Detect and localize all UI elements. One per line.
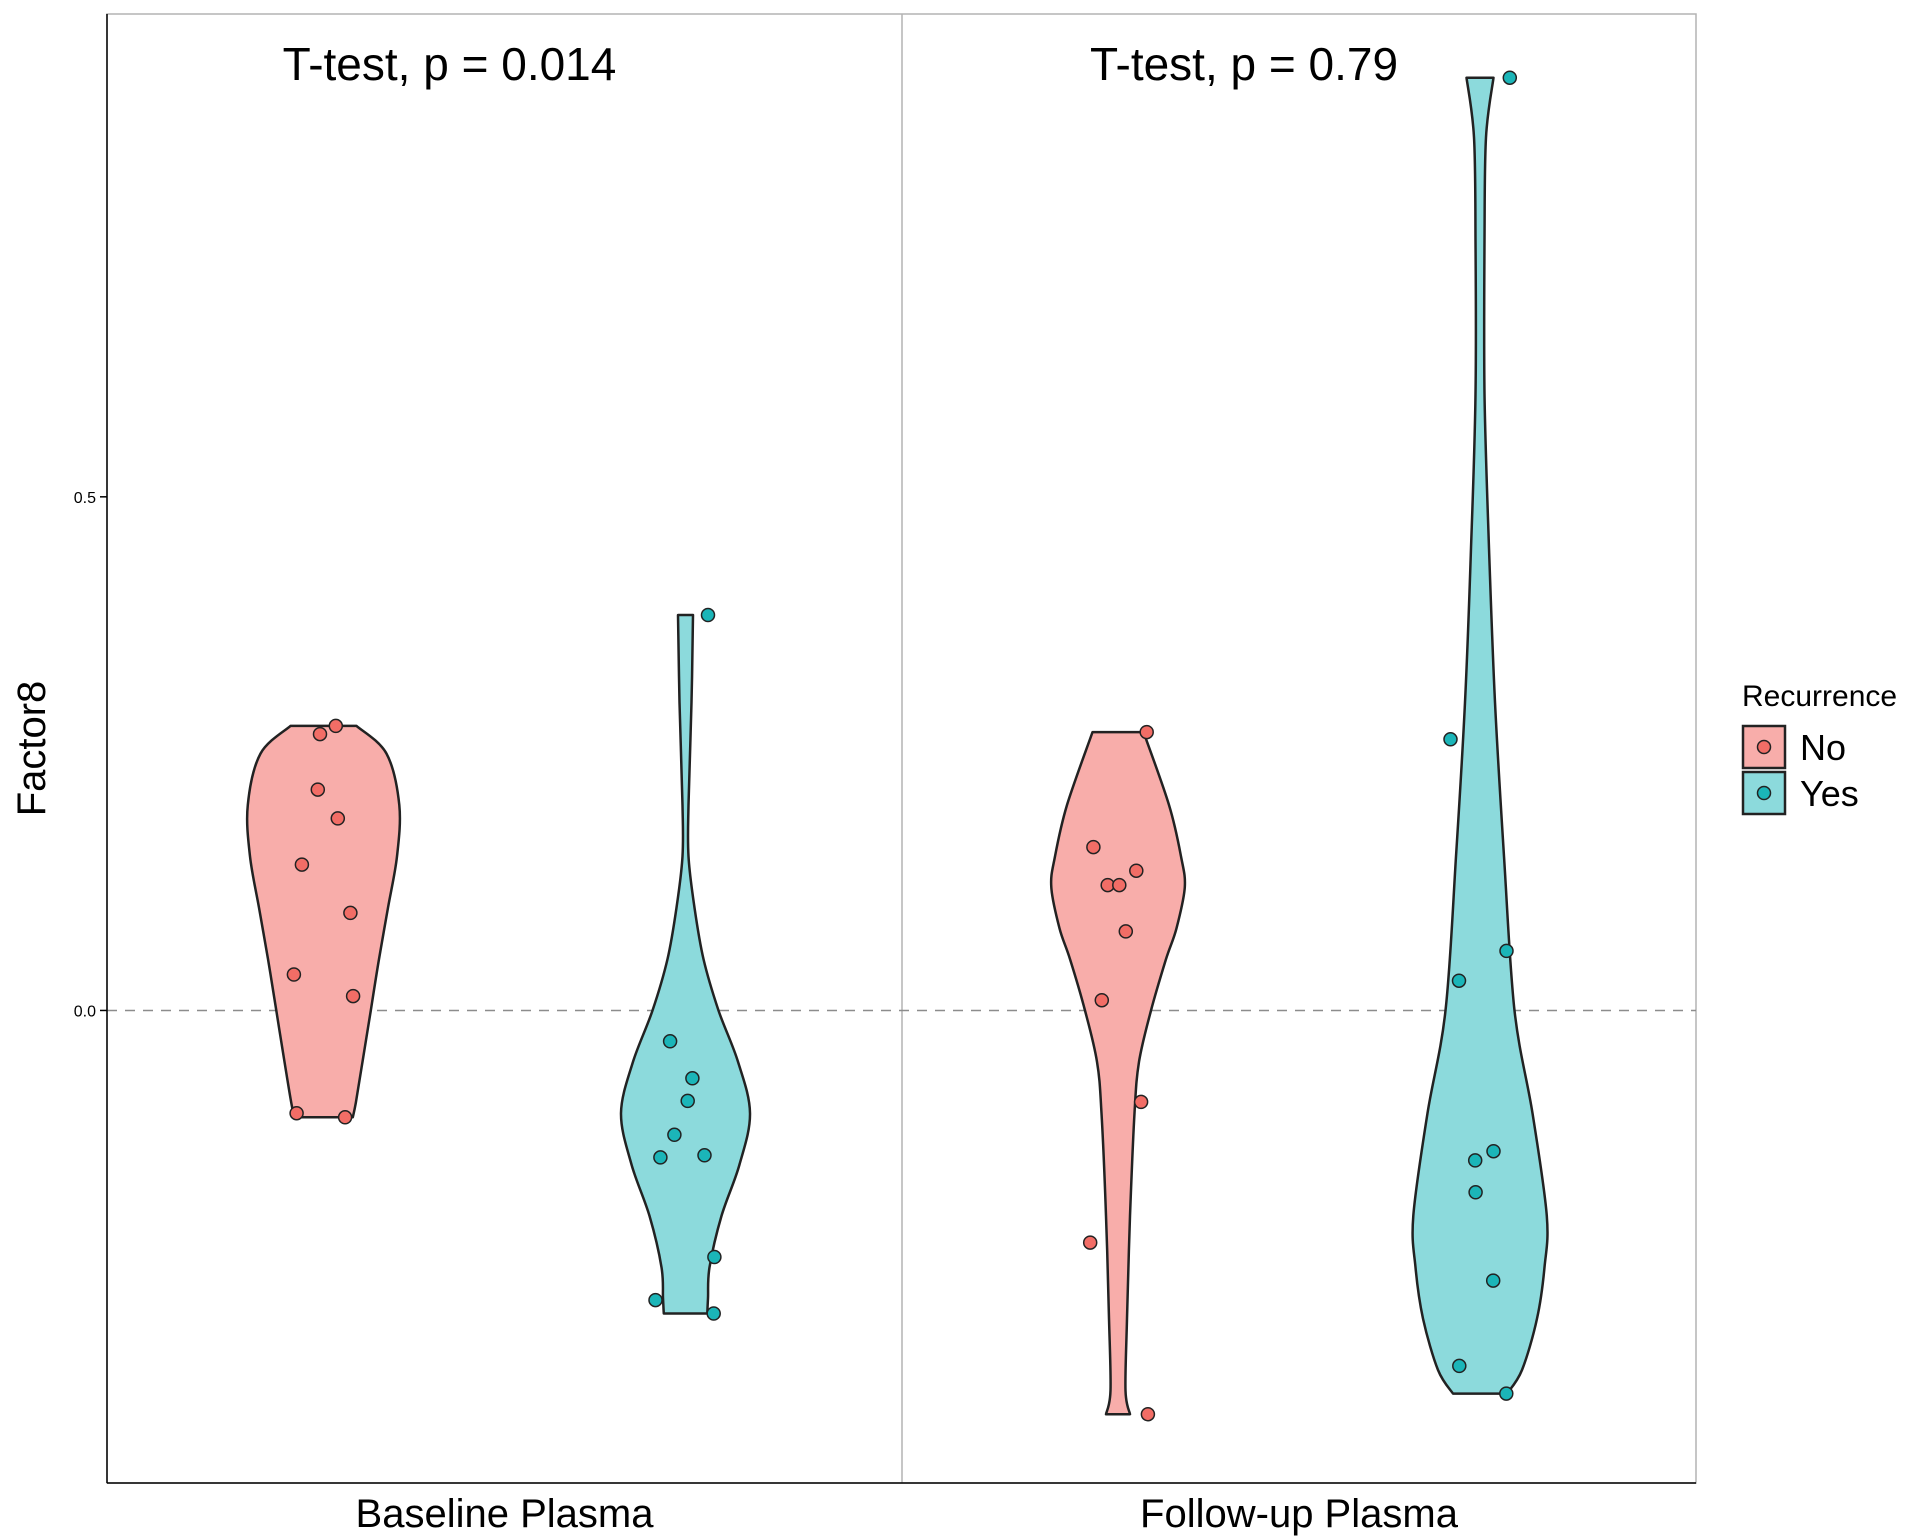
data-point-yes (662, 1034, 678, 1049)
data-point-no (1086, 839, 1101, 855)
data-point-yes (1468, 1185, 1483, 1200)
violin-no-baseline (245, 724, 402, 1119)
x-category-label: Baseline Plasma (356, 1492, 655, 1536)
data-points (286, 70, 1518, 1422)
legend: Recurrence No Yes (1741, 680, 1897, 816)
data-point-no (1112, 877, 1127, 893)
data-point-no (343, 905, 358, 921)
data-point-yes (648, 1292, 663, 1308)
data-point-no (330, 811, 346, 826)
y-axis-title: Factor8 (10, 681, 54, 817)
data-point-no (1094, 992, 1110, 1008)
data-point-no (328, 718, 344, 734)
data-point-yes (1467, 1153, 1483, 1168)
data-point-no (1133, 1094, 1149, 1110)
data-point-yes (667, 1127, 682, 1143)
data-point-yes (697, 1148, 712, 1163)
y-tick-label: 0.5 (74, 490, 96, 507)
ttest-annotation: T-test, p = 0.014 (283, 38, 617, 90)
data-point-yes (680, 1093, 695, 1109)
y-tick-label: 0.0 (74, 1003, 96, 1020)
data-point-yes (1451, 973, 1467, 988)
data-point-no (312, 726, 328, 742)
data-point-yes (1499, 943, 1514, 959)
data-point-yes (1499, 1386, 1514, 1401)
data-point-yes (1452, 1358, 1467, 1374)
data-point-no (289, 1105, 304, 1121)
violin-no-followup (1049, 730, 1187, 1416)
data-point-yes (685, 1071, 700, 1086)
data-point-no (345, 988, 361, 1004)
data-point-yes (700, 607, 716, 623)
data-point-yes (1502, 70, 1518, 85)
data-point-no (337, 1110, 353, 1125)
legend-key-yes (1741, 770, 1787, 816)
ttest-annotation: T-test, p = 0.79 (1090, 38, 1398, 90)
data-point-no (310, 782, 326, 797)
data-point-no (1118, 924, 1134, 939)
data-point-no (1129, 863, 1144, 878)
legend-title: Recurrence (1742, 680, 1897, 713)
data-point-yes (1486, 1143, 1501, 1159)
data-point-yes (653, 1150, 668, 1165)
legend-point-yes (1756, 785, 1772, 801)
legend-label-no: No (1800, 727, 1846, 768)
x-axis: Baseline Plasma Follow-up Plasma (107, 1482, 1696, 1536)
legend-label-yes: Yes (1800, 773, 1859, 814)
data-point-no (1082, 1235, 1098, 1250)
annotations: T-test, p = 0.014 T-test, p = 0.79 (283, 38, 1398, 90)
legend-key-no (1741, 724, 1787, 770)
data-point-no (1139, 724, 1154, 740)
data-point-yes (1443, 732, 1458, 747)
data-point-no (286, 967, 302, 982)
data-point-yes (707, 1249, 722, 1265)
x-category-label: Follow-up Plasma (1140, 1492, 1459, 1536)
legend-point-no (1756, 739, 1772, 755)
data-point-no (1140, 1406, 1156, 1422)
y-axis: 0.0 0.5 Factor8 (10, 14, 108, 1483)
data-point-yes (1485, 1273, 1501, 1288)
data-point-yes (706, 1306, 721, 1321)
data-point-no (294, 857, 310, 872)
